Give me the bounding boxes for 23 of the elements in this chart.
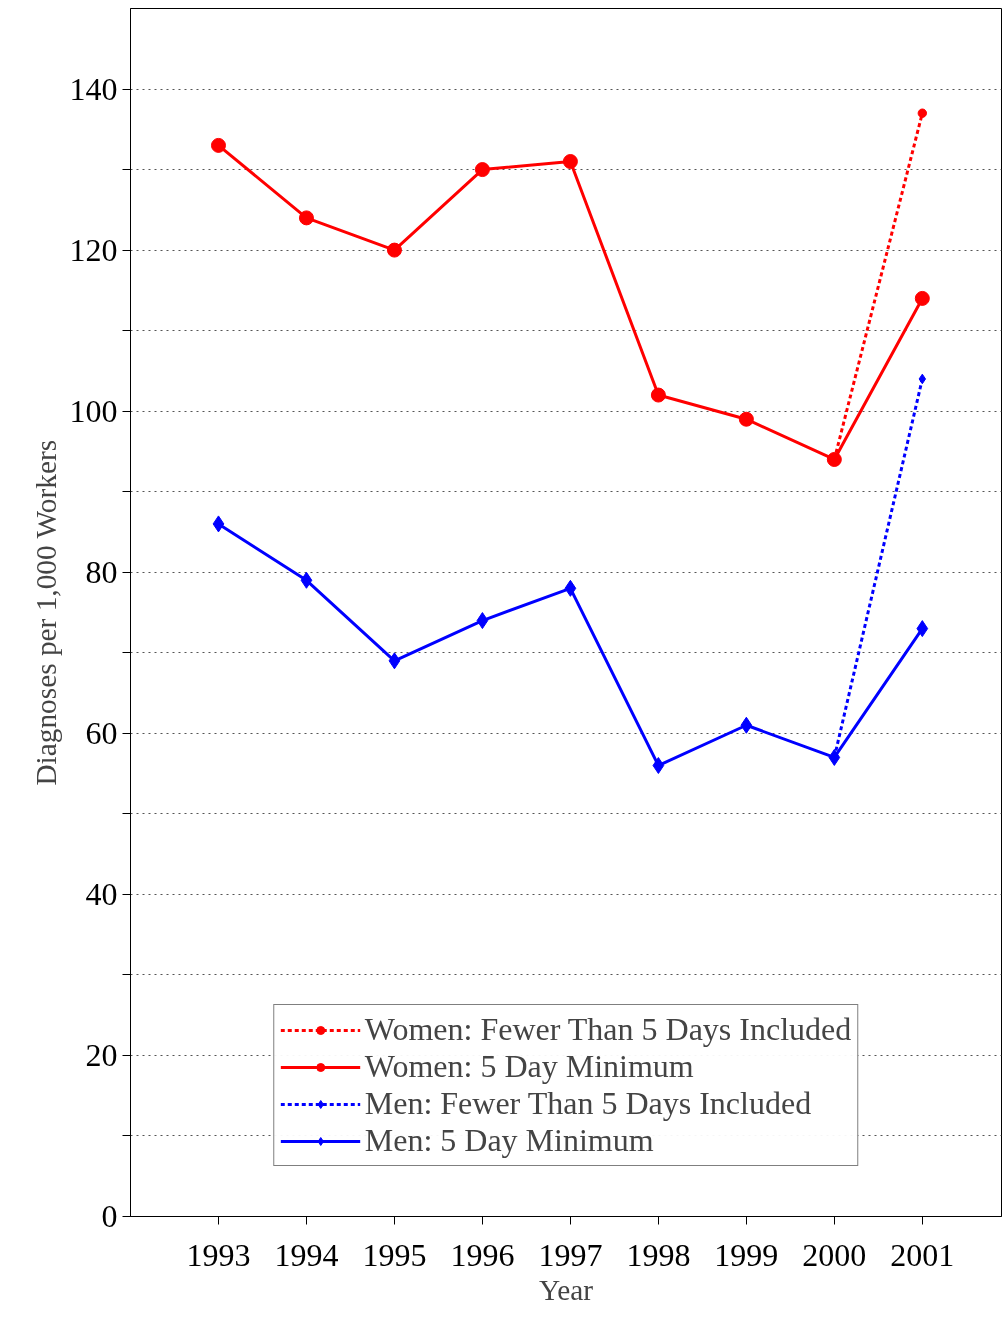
- x-axis-title: Year: [538, 1273, 594, 1306]
- y-tick-label: 120: [69, 231, 118, 268]
- y-tick-label: 0: [101, 1198, 118, 1234]
- x-tick-label: 2000: [802, 1236, 867, 1273]
- legend-label: Women: Fewer Than 5 Days Included: [364, 1011, 852, 1048]
- y-tick-label: 140: [69, 70, 118, 107]
- y-tick-label: 20: [85, 1036, 118, 1073]
- x-tick-label: 1999: [714, 1236, 779, 1273]
- legend-label: Women: 5 Day Minimum: [364, 1048, 694, 1085]
- y-tick-label: 60: [85, 714, 118, 751]
- x-tick-label: 1995: [362, 1236, 427, 1273]
- x-tick-label: 1996: [450, 1236, 515, 1273]
- legend-label: Men: Fewer Than 5 Days Included: [364, 1085, 812, 1122]
- y-axis-title: Diagnoses per 1,000 Workers: [29, 439, 62, 786]
- y-tick-label: 40: [85, 875, 118, 912]
- y-tick-label: 80: [85, 553, 118, 590]
- x-tick-label: 2001: [890, 1236, 955, 1273]
- x-tick-label: 1994: [274, 1236, 339, 1273]
- x-tick-label: 1997: [538, 1236, 603, 1273]
- x-tick-label: 1993: [186, 1236, 251, 1273]
- legend-label: Men: 5 Day Minimum: [364, 1122, 654, 1159]
- y-tick-label: 100: [69, 392, 118, 429]
- x-tick-label: 1998: [626, 1236, 691, 1273]
